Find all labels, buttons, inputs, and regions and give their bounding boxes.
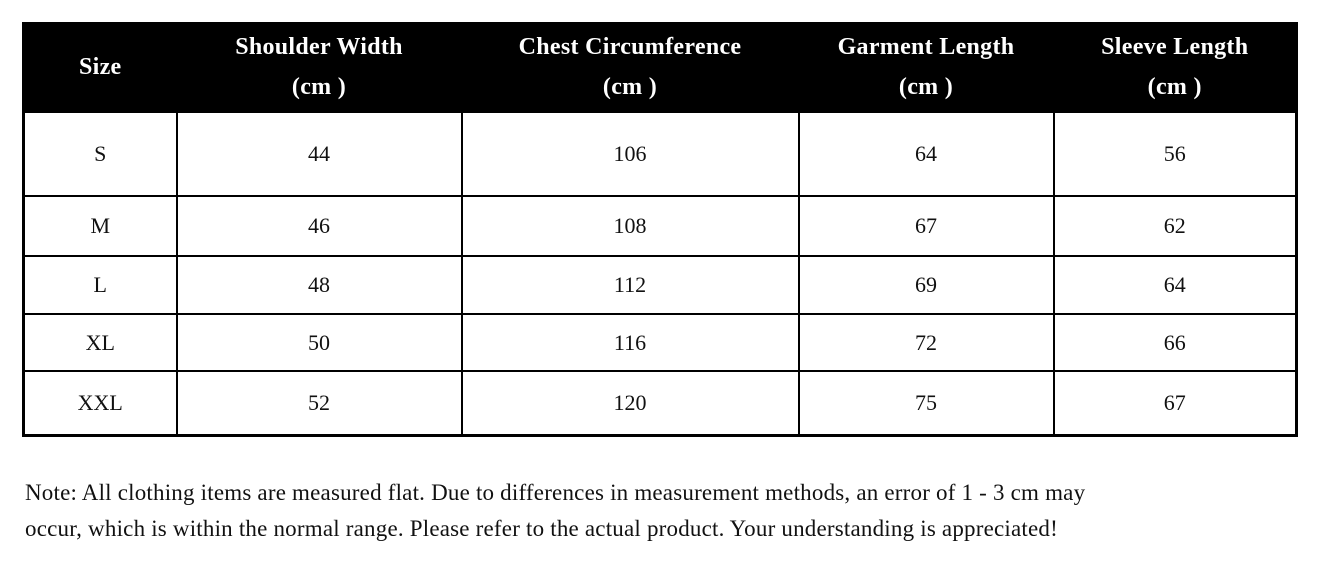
table-row-m: M 46 108 67 62	[22, 195, 1298, 257]
cell-shoulder-width: 52	[175, 370, 463, 436]
note-text: Note: All clothing items are measured fl…	[25, 475, 1295, 547]
cell-garment-length: 75	[797, 370, 1055, 436]
column-unit: (cm )	[291, 74, 347, 100]
cell-shoulder-width: 50	[175, 313, 463, 372]
cell-sleeve-length: 66	[1052, 313, 1298, 372]
column-unit: (cm )	[898, 74, 954, 100]
cell-chest-circumference: 116	[460, 313, 800, 372]
column-label: Sleeve Length	[1101, 34, 1249, 61]
cell-chest-circumference: 112	[460, 255, 800, 315]
column-header-garment-length: Garment Length (cm )	[797, 22, 1055, 113]
column-label: Chest Circumference	[518, 34, 742, 61]
column-label: Shoulder Width	[235, 34, 403, 61]
cell-sleeve-length: 67	[1052, 370, 1298, 436]
column-header-chest-circumference: Chest Circumference (cm )	[460, 22, 800, 113]
table-body: S 44 106 64 56 M 46 108 67 62 L 48 112 6…	[22, 111, 1298, 436]
cell-chest-circumference: 108	[460, 195, 800, 257]
cell-size: S	[22, 111, 178, 197]
cell-chest-circumference: 120	[460, 370, 800, 436]
table-header: Size Shoulder Width (cm ) Chest Circumfe…	[22, 22, 1298, 113]
cell-sleeve-length: 56	[1052, 111, 1298, 197]
cell-size: XL	[22, 313, 178, 372]
column-label: Size	[78, 54, 122, 81]
table-row-l: L 48 112 69 64	[22, 255, 1298, 315]
size-chart-table: Size Shoulder Width (cm ) Chest Circumfe…	[22, 22, 1298, 437]
cell-chest-circumference: 106	[460, 111, 800, 197]
cell-sleeve-length: 62	[1052, 195, 1298, 257]
cell-garment-length: 67	[797, 195, 1055, 257]
column-unit: (cm )	[1147, 74, 1202, 100]
cell-size: L	[22, 255, 178, 315]
cell-shoulder-width: 46	[175, 195, 463, 257]
cell-shoulder-width: 48	[175, 255, 463, 315]
column-unit: (cm )	[602, 74, 658, 100]
header-row: Size Shoulder Width (cm ) Chest Circumfe…	[22, 22, 1298, 113]
cell-garment-length: 72	[797, 313, 1055, 372]
table-row-s: S 44 106 64 56	[22, 111, 1298, 197]
table-row-xxl: XXL 52 120 75 67	[22, 370, 1298, 436]
cell-sleeve-length: 64	[1052, 255, 1298, 315]
column-header-sleeve-length: Sleeve Length (cm )	[1052, 22, 1298, 113]
cell-shoulder-width: 44	[175, 111, 463, 197]
column-header-shoulder-width: Shoulder Width (cm )	[175, 22, 463, 113]
cell-size: M	[22, 195, 178, 257]
note-line-1: Note: All clothing items are measured fl…	[25, 479, 1086, 505]
note-line-2: occur, which is within the normal range.…	[25, 515, 1058, 541]
column-label: Garment Length	[837, 34, 1015, 61]
column-header-size: Size	[22, 22, 178, 113]
cell-garment-length: 69	[797, 255, 1055, 315]
table-row-xl: XL 50 116 72 66	[22, 313, 1298, 372]
cell-size: XXL	[22, 370, 178, 436]
cell-garment-length: 64	[797, 111, 1055, 197]
